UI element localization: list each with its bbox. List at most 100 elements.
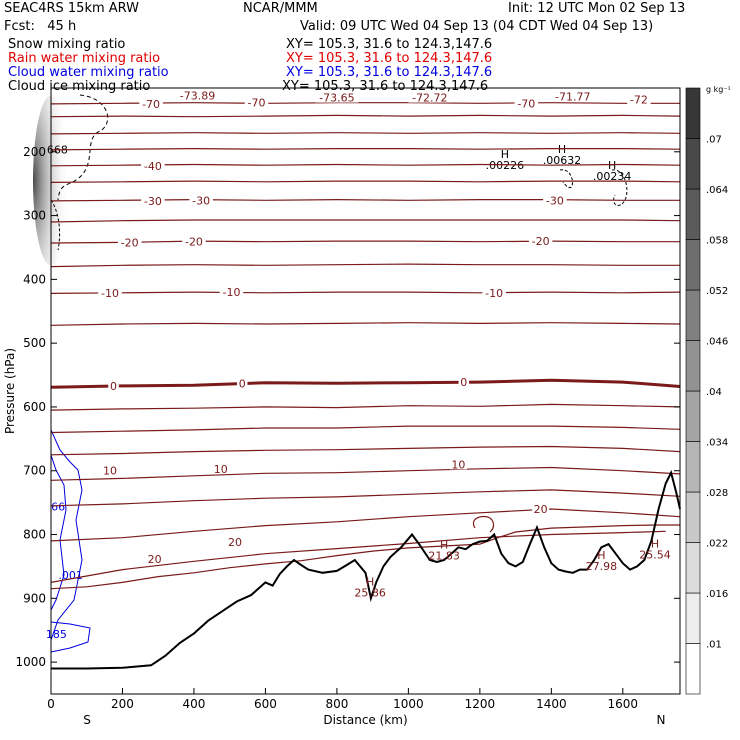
contour-label-bg: [449, 458, 467, 470]
field-cloud-water-xy: XY= 105.3, 31.6 to 124.3,147.6: [286, 65, 493, 80]
colorbar-bin: [685, 643, 701, 695]
cloud-water-contour: [50, 454, 67, 611]
cloud-ice-contour: [559, 169, 573, 189]
field-cloud-ice-label: Cloud ice mixing ratio: [8, 79, 151, 94]
direction-label-north: N: [657, 713, 666, 727]
colorbar-tick-label: .01: [706, 640, 722, 651]
y-tick-label: 700: [23, 464, 46, 478]
field-cloud-ice-xy: XY= 105.3, 31.6 to 124.3,147.6: [282, 79, 489, 94]
contour-label-bg: [458, 376, 470, 388]
cloud-water-label: 66: [51, 500, 65, 513]
colorbar-tick-label: .058: [706, 236, 728, 247]
x-tick-label: 1000: [393, 697, 424, 711]
temperature-contour: [50, 219, 681, 223]
x-tick-label: 800: [325, 697, 348, 711]
contour-label: -70: [248, 97, 266, 110]
y-tick-label: 800: [23, 528, 46, 542]
terrain-high-value: 21.83: [428, 550, 460, 563]
ice-high-value: .00226: [486, 159, 525, 172]
cloud-water-contour: [50, 621, 91, 653]
contour-label: -40: [144, 160, 162, 173]
contour-label: -73.89: [180, 90, 215, 103]
colorbar-bin: [685, 340, 701, 392]
colorbar-tick-label: .046: [706, 337, 728, 348]
y-tick-label: 1000: [15, 655, 46, 669]
contour-label: 10: [214, 463, 228, 476]
x-tick-label: 200: [111, 697, 134, 711]
terrain-high-marker: H: [597, 549, 605, 562]
temperature-contour: [50, 489, 681, 507]
colorbar-tick-label: .052: [706, 286, 728, 297]
contour-label-bg: [146, 552, 164, 564]
contour-label-bg: [482, 286, 506, 298]
cloud-ice-contour: [611, 169, 628, 206]
temperature-contour: [50, 114, 681, 118]
contour-label-bg: [101, 464, 119, 476]
temperature-contour: [50, 240, 680, 244]
forecast-hour: Fcst: 45 h: [4, 19, 77, 34]
field-rain-xy: XY= 105.3, 31.6 to 124.3,147.6: [286, 51, 493, 66]
y-tick-label: 900: [23, 591, 46, 605]
contour-label: 0: [110, 380, 117, 393]
contour-label-bg: [236, 377, 248, 389]
temperature-contour: [50, 403, 681, 411]
contour-label: 20: [148, 553, 162, 566]
y-tick-label: 400: [23, 272, 46, 286]
contour-label-bg: [543, 194, 567, 206]
ice-high-marker: H: [501, 148, 509, 161]
contour-label: 20: [228, 536, 242, 549]
field-snow-xy: XY= 105.3, 31.6 to 124.3,147.6: [286, 37, 493, 52]
terrain-profile: [51, 469, 681, 670]
contour-label: -70: [142, 98, 160, 111]
contour-label-bg: [212, 462, 230, 474]
terrain-high-marker: H: [440, 539, 448, 552]
terrain-high-value: 25.54: [639, 548, 671, 561]
temperature-contour: [50, 378, 681, 389]
cloud-water-label: .001: [58, 569, 83, 582]
colorbar-tick-label: .064: [706, 185, 728, 196]
x-tick-label: 1400: [536, 697, 567, 711]
contour-label: -30: [546, 194, 564, 207]
contour-label-bg: [141, 194, 165, 206]
temperature-contours: [50, 102, 681, 590]
init-time: Init: 12 UTC Mon 02 Sep 13: [508, 1, 686, 16]
field-rain-label: Rain water mixing ratio: [8, 51, 161, 66]
contour-label: -30: [192, 194, 210, 207]
x-tick-label: 0: [47, 697, 55, 711]
colorbar-bin: [685, 138, 701, 190]
contour-label-bg: [219, 286, 244, 298]
contour-label-bg: [141, 159, 165, 171]
direction-label-south: S: [83, 713, 91, 727]
y-tick-label: 500: [23, 336, 46, 350]
temperature-contour: [50, 291, 681, 294]
contour-label-bg: [117, 236, 142, 248]
contour-label-bg: [244, 96, 269, 108]
colorbar-bin: [685, 441, 701, 493]
contour-label-bg: [108, 379, 119, 391]
colorbar-tick-label: .07: [706, 135, 722, 146]
y-tick-label: 200: [23, 145, 46, 159]
contour-label-bg: [514, 97, 539, 109]
contour-label: -20: [121, 236, 139, 249]
contour-label: -72: [630, 93, 648, 106]
valid-time: Valid: 09 UTC Wed 04 Sep 13 (04 CDT Wed …: [300, 19, 654, 34]
temperature-contour: [50, 147, 681, 151]
colorbar-unit: g kg⁻¹: [706, 85, 731, 94]
colorbar-tick-label: .016: [706, 589, 728, 600]
contour-label: -30: [144, 195, 162, 208]
colorbar-bin: [685, 542, 701, 594]
contour-label-bg: [226, 536, 244, 548]
contour-label-bg: [176, 89, 220, 101]
colorbar-bin: [685, 87, 701, 139]
temperature-contour: [50, 508, 681, 542]
contour-labels: -70 -70 -70 -72 -40 -30 -30 -30 -20 -20 -20 -10 -10 -…: [98, 89, 651, 566]
org-label: NCAR/MMM: [243, 1, 318, 16]
colorbar-bin: [685, 289, 701, 341]
terrain-high-value: 27.98: [586, 560, 618, 573]
contour-label-bg: [528, 235, 553, 247]
contour-label-bg: [532, 503, 550, 515]
temperature-contour: [50, 132, 681, 135]
contour-label-bg: [189, 194, 213, 206]
contour-label: -73.65: [319, 92, 354, 105]
